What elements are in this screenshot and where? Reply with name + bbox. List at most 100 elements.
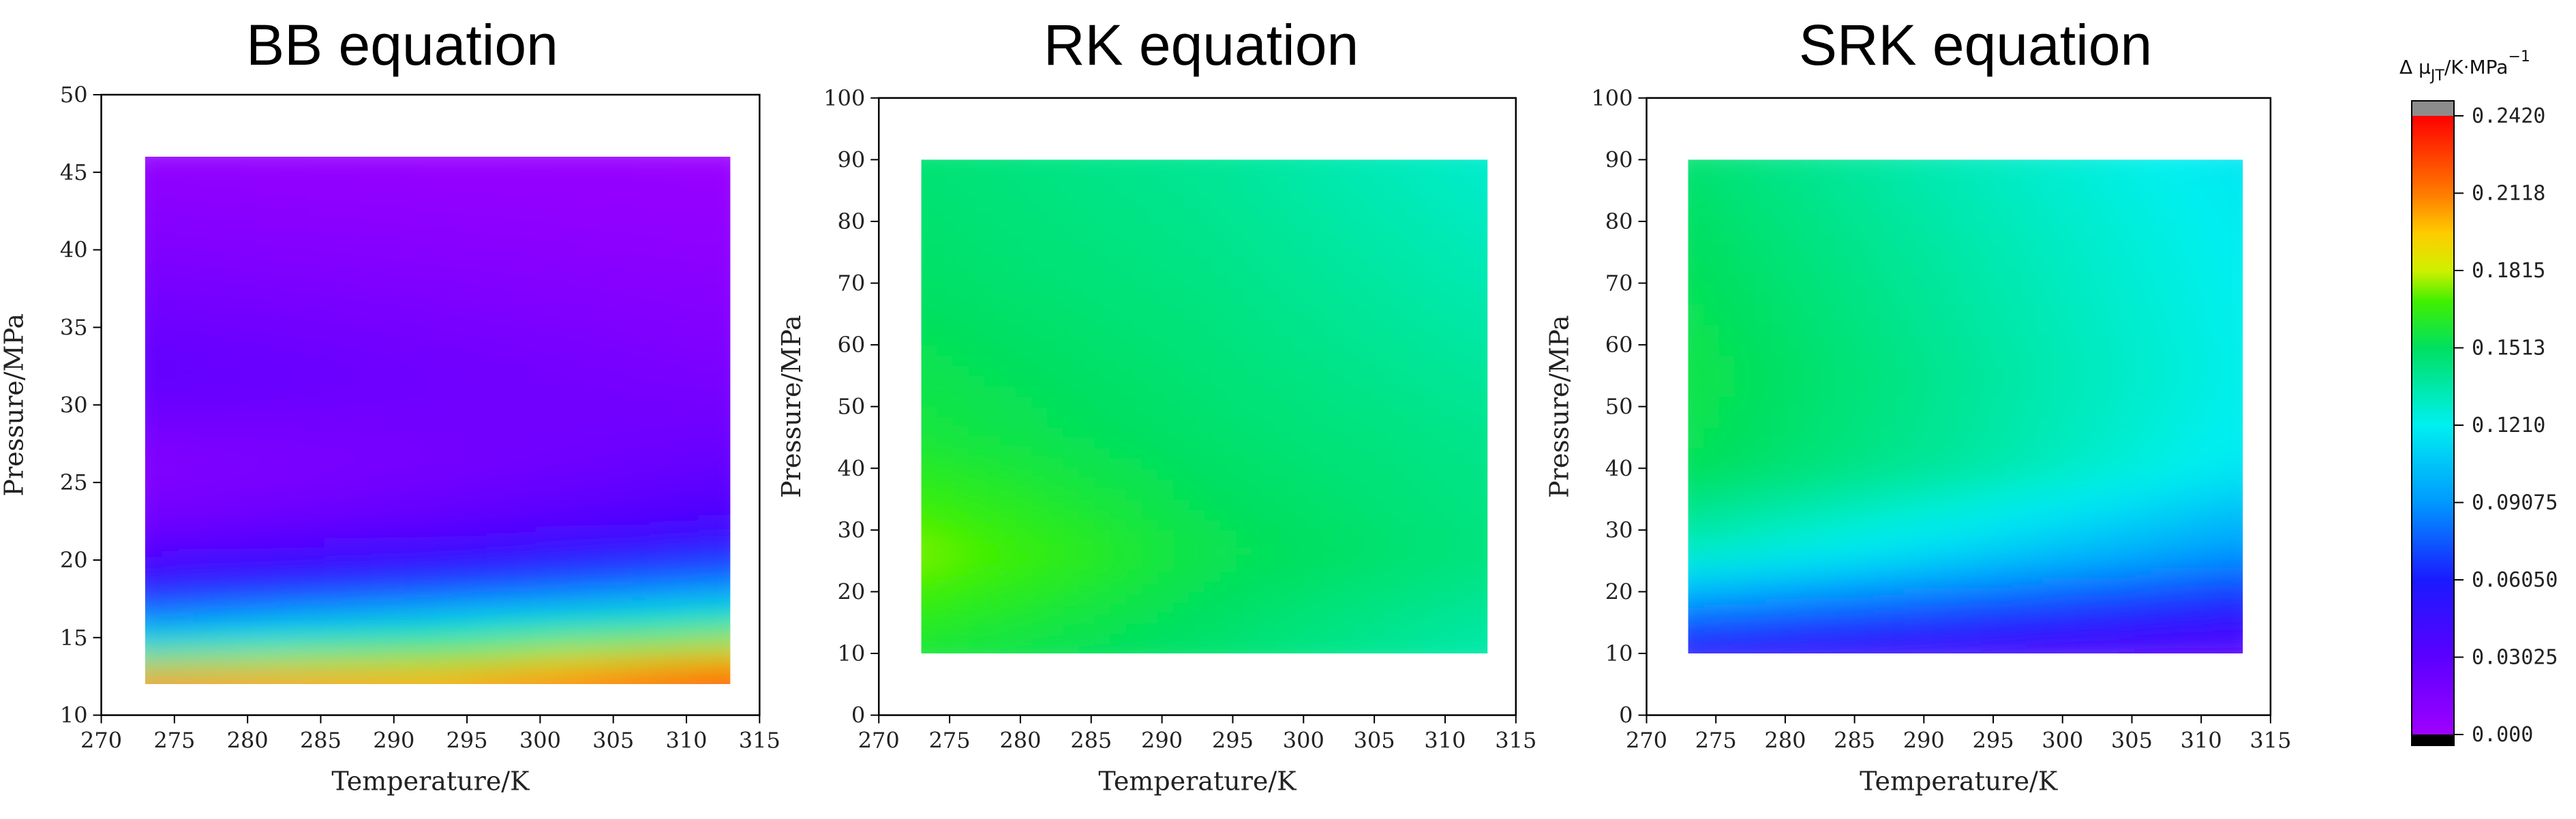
contour-cell	[921, 632, 938, 644]
contour-cell	[389, 333, 406, 345]
contour-cell	[633, 245, 650, 257]
contour-cell	[1267, 252, 1284, 264]
contour-cell	[1078, 242, 1095, 253]
contour-cell	[1283, 211, 1300, 222]
contour-cell	[616, 245, 634, 257]
contour-cell	[243, 442, 260, 454]
contour-cell	[921, 170, 938, 181]
contour-cell	[1811, 489, 1828, 500]
contour-cell	[616, 398, 634, 410]
contour-cell	[340, 541, 357, 553]
contour-cell	[1781, 180, 1797, 191]
contour-cell	[535, 508, 553, 521]
contour-cell	[194, 563, 211, 575]
contour-cell	[438, 277, 455, 290]
y-tick-label: 10	[60, 702, 88, 728]
contour-cell	[584, 673, 601, 685]
contour-cell	[616, 420, 634, 433]
contour-cell	[1440, 180, 1457, 191]
contour-cell	[1283, 602, 1300, 613]
contour-cell	[194, 233, 211, 246]
contour-cell	[921, 437, 938, 449]
contour-cell	[1283, 529, 1300, 541]
contour-cell	[1141, 303, 1158, 315]
contour-cell	[1219, 190, 1237, 202]
contour-cell	[1141, 159, 1158, 171]
contour-cell	[356, 431, 374, 444]
contour-cell	[324, 486, 342, 498]
contour-cell	[405, 530, 423, 542]
contour-cell	[1204, 612, 1221, 623]
contour-cell	[1873, 581, 1890, 593]
contour-cell	[535, 222, 553, 234]
contour-cell	[470, 211, 487, 223]
contour-cell	[340, 321, 357, 334]
contour-cell	[389, 442, 406, 454]
contour-cell	[405, 354, 423, 367]
contour-cell	[649, 222, 666, 234]
contour-cell	[145, 508, 162, 521]
contour-cell	[1219, 437, 1237, 449]
contour-cell	[1424, 591, 1442, 603]
contour-cell	[1781, 591, 1797, 603]
contour-cell	[145, 464, 162, 476]
contour-cell	[1765, 242, 1782, 253]
contour-cell	[1267, 416, 1284, 428]
contour-cell	[145, 453, 162, 465]
contour-cell	[665, 409, 682, 422]
contour-cell	[1031, 551, 1048, 562]
contour-cell	[1267, 499, 1284, 510]
contour-cell	[226, 673, 244, 685]
contour-cell	[340, 376, 357, 388]
contour-cell	[1063, 355, 1080, 367]
contour-cell	[1393, 519, 1410, 531]
contour-cell	[1063, 551, 1080, 562]
contour-cell	[1765, 232, 1782, 243]
x-tick-label: 275	[929, 728, 971, 754]
contour-cell	[937, 602, 954, 613]
contour-cell	[1047, 602, 1064, 613]
contour-cell	[999, 437, 1016, 449]
contour-cell	[649, 310, 666, 322]
contour-cell	[226, 333, 244, 345]
contour-cell	[1330, 190, 1347, 202]
contour-cell	[291, 376, 309, 388]
contour-cell	[1749, 159, 1766, 171]
contour-cell	[937, 345, 954, 356]
contour-cell	[1456, 313, 1473, 325]
contour-cell	[194, 453, 211, 465]
contour-cell	[486, 245, 504, 257]
contour-cell	[210, 420, 228, 433]
contour-cell	[1252, 519, 1269, 531]
contour-cell	[1299, 643, 1316, 654]
contour-cell	[1749, 540, 1766, 552]
contour-cell	[1015, 509, 1033, 521]
contour-cell	[372, 365, 390, 377]
contour-cell	[633, 486, 650, 498]
contour-cell	[438, 376, 455, 388]
contour-cell	[1408, 283, 1425, 294]
contour-cell	[291, 211, 309, 223]
contour-cell	[145, 486, 162, 498]
contour-cell	[535, 333, 553, 345]
contour-cell	[1063, 159, 1080, 171]
contour-cell	[1718, 499, 1736, 510]
contour-cell	[438, 585, 455, 598]
contour-cell	[177, 277, 195, 290]
contour-cell	[1703, 632, 1720, 644]
contour-cell	[1188, 632, 1205, 644]
contour-cell	[421, 277, 439, 290]
contour-cell	[1361, 427, 1378, 438]
contour-cell	[1047, 519, 1064, 531]
contour-cell	[1749, 561, 1766, 572]
contour-cell	[1252, 324, 1269, 336]
contour-cell	[1858, 293, 1874, 305]
contour-cell	[1314, 509, 1331, 521]
contour-cell	[226, 563, 244, 575]
contour-cell	[633, 354, 650, 367]
contour-cell	[1424, 519, 1442, 531]
contour-cell	[486, 376, 504, 388]
contour-cell	[1094, 283, 1111, 294]
contour-cell	[405, 233, 423, 246]
contour-cell	[1377, 489, 1394, 500]
